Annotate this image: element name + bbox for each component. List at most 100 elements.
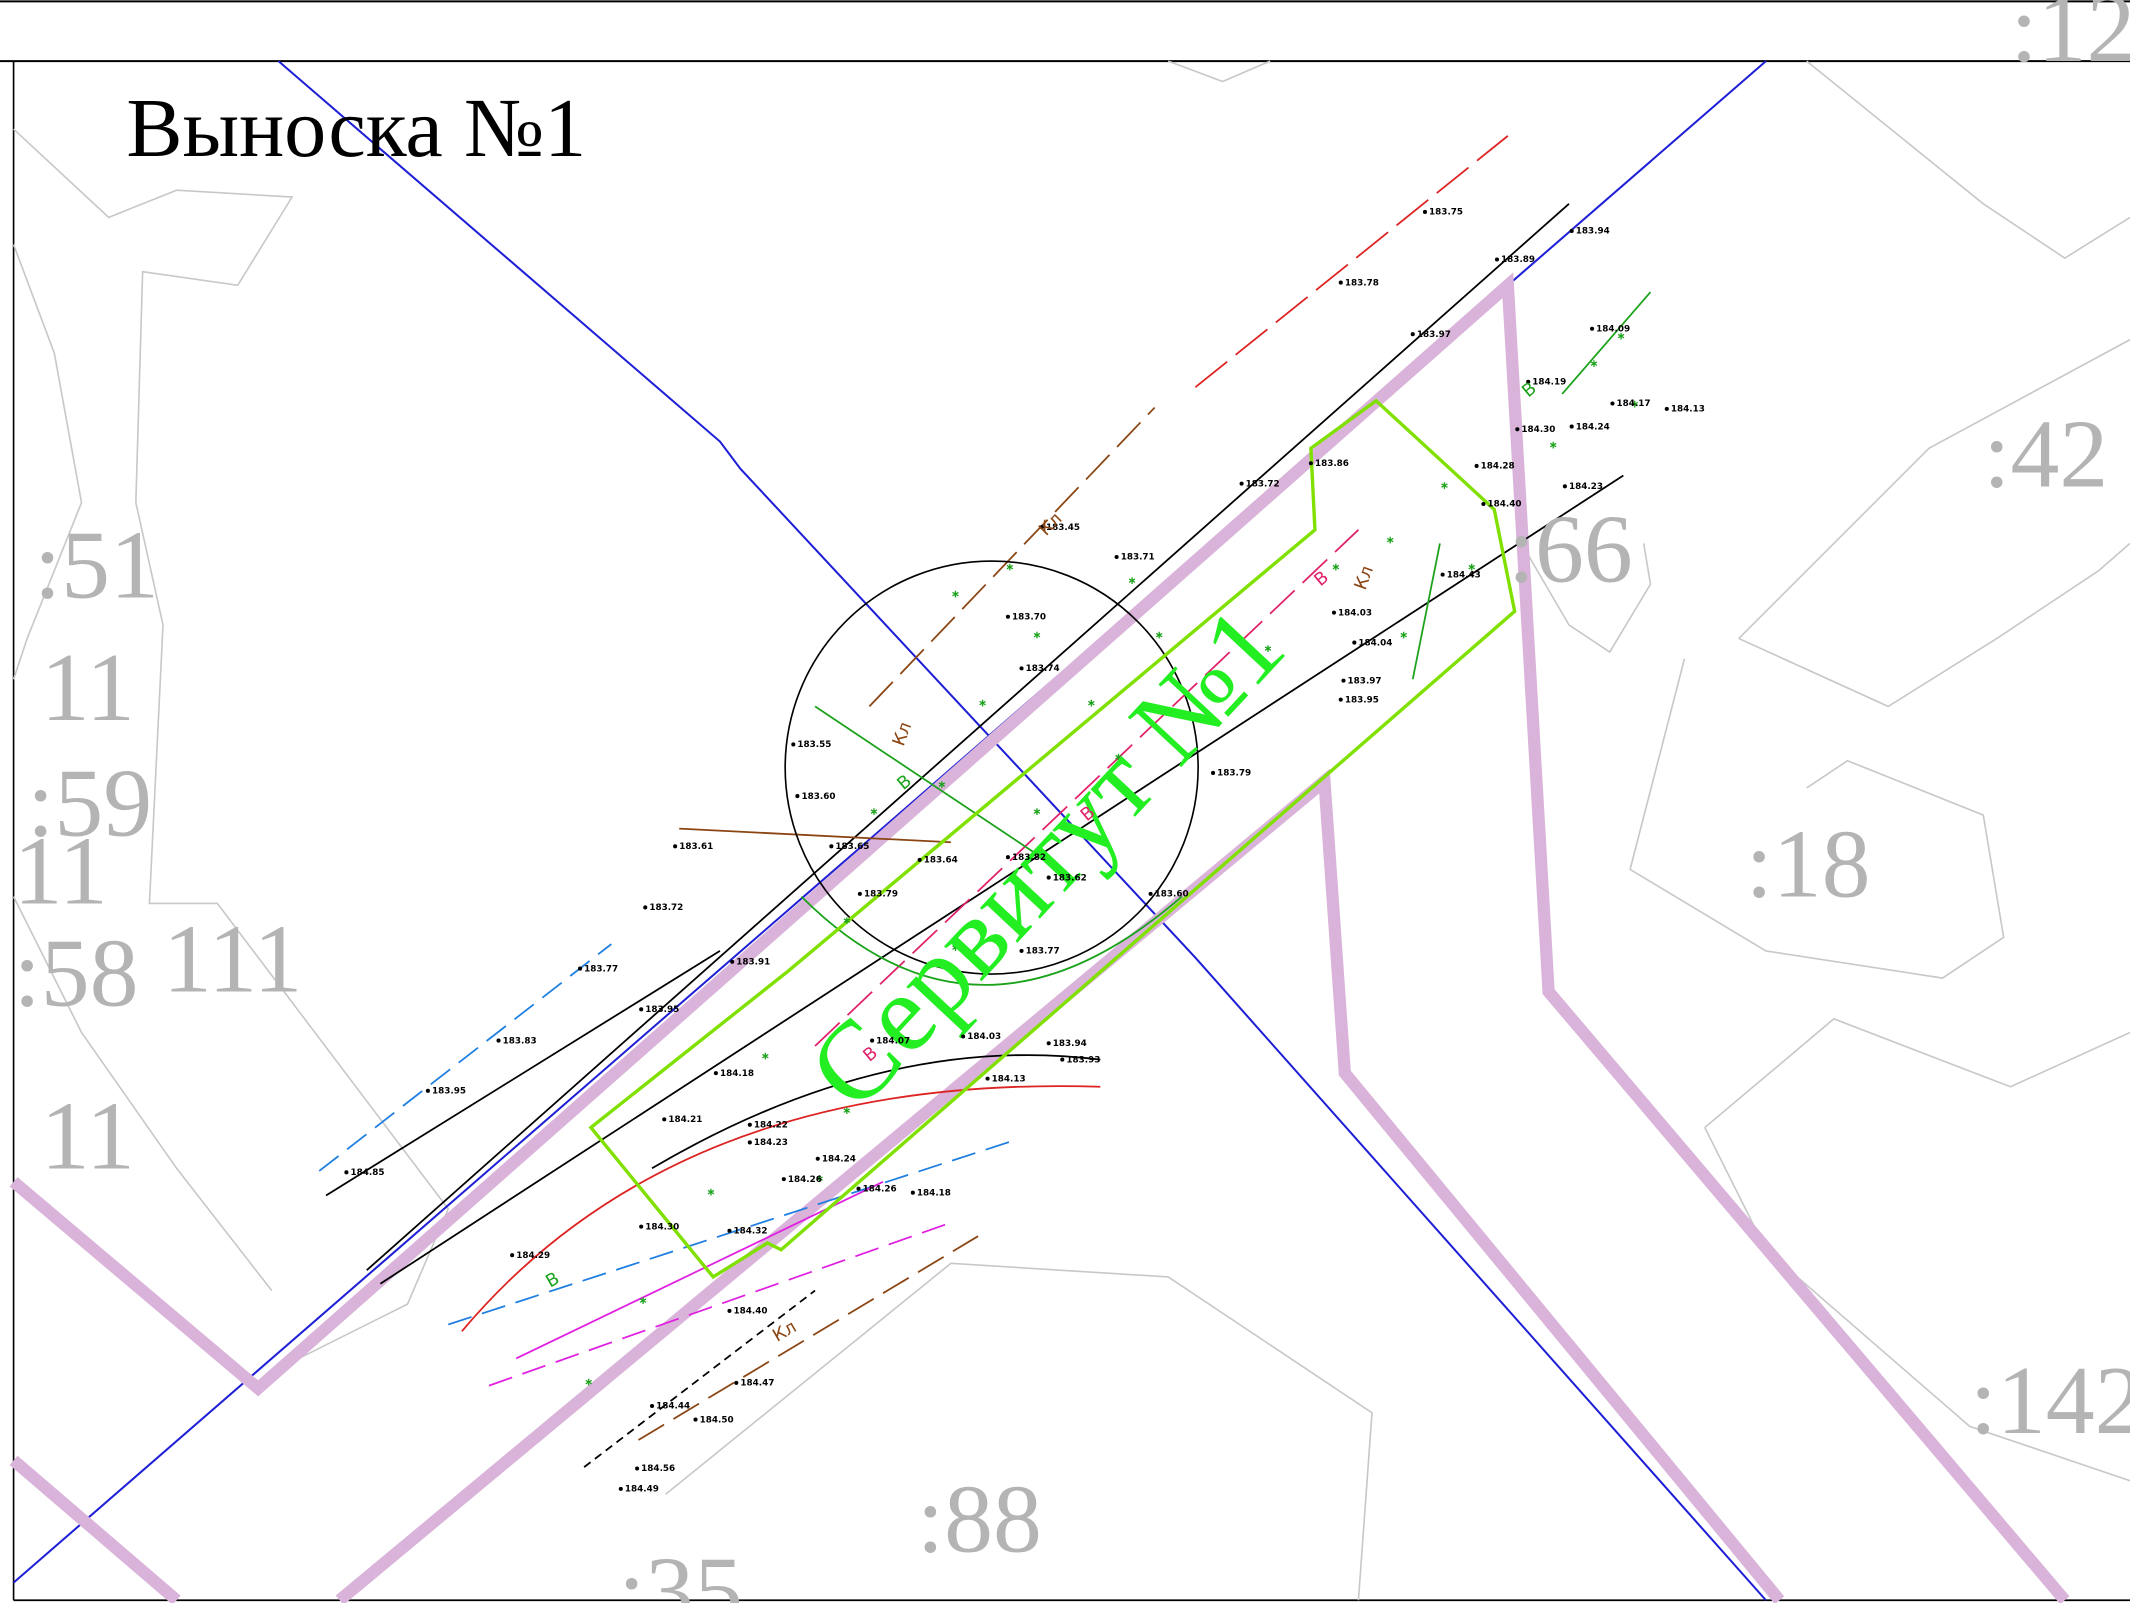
parcel-label: :51 xyxy=(34,512,159,620)
elevation-label: 184.29 xyxy=(516,1251,550,1261)
elevation-label: 184.47 xyxy=(740,1379,774,1389)
elevation-label: 184.32 xyxy=(734,1226,768,1236)
survey-point xyxy=(858,892,862,896)
survey-point xyxy=(1211,771,1215,775)
line-label: Кл xyxy=(770,1317,801,1346)
parcel-label: :66 xyxy=(1508,495,1633,603)
survey-point xyxy=(578,967,582,971)
elevation-label: 184.22 xyxy=(754,1121,788,1131)
survey-point xyxy=(1339,698,1343,702)
survey-point xyxy=(1610,401,1614,405)
survey-point xyxy=(1309,461,1313,465)
survey-point xyxy=(1047,1041,1051,1045)
survey-point xyxy=(693,1418,697,1422)
elevation-label: 183.93 xyxy=(1066,1055,1100,1065)
parcel-label: :42 xyxy=(1983,400,2108,508)
elevation-label: 183.64 xyxy=(924,856,958,866)
elevation-label: 184.24 xyxy=(1576,422,1610,432)
vegetation-marker: ∗ xyxy=(761,1050,770,1063)
elevation-label: 184.49 xyxy=(625,1485,659,1495)
elevation-label: 184.44 xyxy=(656,1402,690,1412)
elevation-label: 184.50 xyxy=(700,1415,734,1425)
vegetation-marker: ∗ xyxy=(584,1376,593,1389)
survey-point xyxy=(1341,679,1345,683)
elevation-label: 184.40 xyxy=(1487,500,1521,510)
survey-point xyxy=(497,1039,501,1043)
survey-point xyxy=(986,1077,990,1081)
elevation-label: 183.75 xyxy=(1429,208,1463,218)
elevation-label: 184.43 xyxy=(1447,570,1481,580)
vegetation-marker: ∗ xyxy=(1399,628,1408,641)
survey-point xyxy=(1332,611,1336,615)
elevation-label: 184.85 xyxy=(350,1168,384,1178)
survey-point xyxy=(829,844,833,848)
elevation-label: 184.30 xyxy=(645,1222,679,1232)
parcel-label: 11 xyxy=(41,1082,135,1190)
elevation-label: 184.07 xyxy=(876,1036,910,1046)
survey-point xyxy=(911,1191,915,1195)
parcel-label: :18 xyxy=(1746,811,1871,919)
elevation-label: 183.95 xyxy=(432,1087,466,1097)
elevation-label: 184.40 xyxy=(734,1307,768,1317)
parcel-label: 111 xyxy=(163,906,302,1014)
survey-point xyxy=(673,844,677,848)
elevation-label: 184.13 xyxy=(1671,405,1705,415)
line-label: Кл xyxy=(889,720,916,749)
survey-point xyxy=(1423,210,1427,214)
vegetation-marker: ∗ xyxy=(1155,628,1164,641)
vegetation-marker: ∗ xyxy=(842,914,851,927)
elevation-label: 184.17 xyxy=(1617,399,1651,409)
survey-point xyxy=(510,1253,514,1257)
elevation-label: 183.89 xyxy=(1501,255,1535,265)
survey-point xyxy=(1006,855,1010,859)
survey-point xyxy=(795,794,799,798)
elevation-label: 184.09 xyxy=(1596,324,1630,334)
elevation-label: 183.70 xyxy=(1012,612,1046,622)
parcel-label: 11 xyxy=(41,634,135,742)
parcel-label: :35 xyxy=(618,1537,743,1603)
elevation-label: 183.65 xyxy=(835,842,869,852)
elevation-label: 183.55 xyxy=(797,740,831,750)
elevation-label: 183.82 xyxy=(1012,853,1046,863)
elevation-label: 183.77 xyxy=(584,964,618,974)
vegetation-marker: ∗ xyxy=(706,1185,715,1198)
survey-point xyxy=(1441,573,1445,577)
elevation-label: 184.21 xyxy=(668,1115,702,1125)
survey-point xyxy=(662,1117,666,1121)
elevation-label: 183.91 xyxy=(736,958,770,968)
elevation-label: 183.78 xyxy=(1345,278,1379,288)
survey-point xyxy=(619,1487,623,1491)
elevation-label: 183.72 xyxy=(1246,479,1280,489)
vegetation-marker: ∗ xyxy=(951,588,960,601)
elevation-label: 183.95 xyxy=(645,1005,679,1015)
survey-point xyxy=(727,1229,731,1233)
elevation-label: 184.03 xyxy=(1338,608,1372,618)
line-label: В xyxy=(894,771,916,794)
parcel-label: 11 xyxy=(14,817,108,925)
elevation-label: 184.04 xyxy=(1358,638,1392,648)
survey-point xyxy=(639,1225,643,1229)
vegetation-marker: ∗ xyxy=(869,805,878,818)
survey-point xyxy=(734,1381,738,1385)
survey-point xyxy=(748,1123,752,1127)
survey-point xyxy=(1060,1058,1064,1062)
survey-point xyxy=(918,858,922,862)
elevation-label: 183.94 xyxy=(1053,1039,1087,1049)
survey-point xyxy=(1352,641,1356,645)
survey-point xyxy=(782,1177,786,1181)
elevation-label: 184.03 xyxy=(967,1032,1001,1042)
survey-point xyxy=(1475,464,1479,468)
elevation-label: 184.18 xyxy=(917,1188,951,1198)
vegetation-marker: ∗ xyxy=(1032,628,1041,641)
vegetation-marker: ∗ xyxy=(1087,696,1096,709)
elevation-label: 183.71 xyxy=(1121,553,1155,563)
survey-point xyxy=(1570,229,1574,233)
elevation-label: 184.24 xyxy=(822,1154,856,1164)
line-label: Кл xyxy=(1035,509,1066,540)
survey-point xyxy=(1481,502,1485,506)
survey-point xyxy=(961,1034,965,1038)
survey-point xyxy=(650,1404,654,1408)
elevation-label: 183.74 xyxy=(1026,664,1060,674)
line-label: В xyxy=(1311,568,1333,591)
survey-point xyxy=(1515,427,1519,431)
